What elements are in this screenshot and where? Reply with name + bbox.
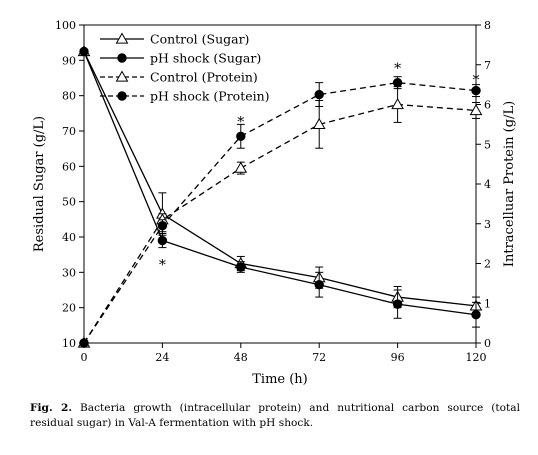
y-right-tick-label: 2 xyxy=(484,258,491,271)
filled-circle-marker xyxy=(314,89,324,100)
x-axis-title: Time (h) xyxy=(252,372,308,387)
y-right-tick-label: 3 xyxy=(484,218,491,231)
series-line xyxy=(83,51,477,316)
significance-asterisk: * xyxy=(473,73,480,89)
series-2 xyxy=(77,86,483,348)
open-triangle-marker xyxy=(234,161,248,173)
significance-asterisk: * xyxy=(159,258,166,274)
chart-axes xyxy=(83,24,477,344)
significance-asterisk: * xyxy=(237,114,244,130)
open-triangle-marker xyxy=(469,103,483,116)
filled-circle-marker xyxy=(392,299,403,309)
x-tick-label: 24 xyxy=(155,351,169,364)
filled-circle-marker xyxy=(117,91,127,101)
y-right-axis-title: Intracelluar Protein (g/L) xyxy=(502,101,517,267)
series-1 xyxy=(79,46,481,328)
x-tick-label: 48 xyxy=(234,351,248,364)
legend-label: Control (Protein) xyxy=(150,70,258,85)
filled-circle-marker xyxy=(471,310,481,320)
y-left-tick-label: 90 xyxy=(62,54,76,67)
y-left-tick-label: 30 xyxy=(62,266,76,279)
figure-label: Fig. 2. xyxy=(30,402,73,414)
series-line xyxy=(83,81,477,344)
open-triangle-marker xyxy=(115,70,129,82)
chart-ticks: 0 24 48 72 96 120 10 20 30 40 50 60 70 80 90 100 0 1 2 3 4 5 6… xyxy=(32,19,517,387)
y-right-tick-label: 4 xyxy=(484,178,491,191)
figure-caption-text: Bacteria growth (intracellular protein) … xyxy=(30,402,521,429)
y-right-tick-label: 7 xyxy=(484,59,491,72)
legend-entry: Control (Sugar) xyxy=(100,32,249,47)
filled-circle-marker xyxy=(79,338,89,348)
line-chart: 0 24 48 72 96 120 10 20 30 40 50 60 70 80 90 100 0 1 2 3 4 5 6… xyxy=(32,19,517,387)
filled-circle-marker xyxy=(157,235,168,246)
legend-entry: pH shock (Protein) xyxy=(100,89,270,104)
x-tick-label: 120 xyxy=(466,351,487,364)
filled-circle-marker xyxy=(236,262,246,272)
y-right-tick-label: 0 xyxy=(484,337,491,350)
legend-entry: pH shock (Sugar) xyxy=(100,51,261,66)
y-left-tick-label: 50 xyxy=(62,196,76,209)
legend-entry: Control (Protein) xyxy=(100,70,258,85)
chart-series xyxy=(77,44,483,348)
y-left-axis-title: Residual Sugar (g/L) xyxy=(32,116,47,252)
y-left-tick-label: 70 xyxy=(62,125,76,138)
x-tick-label: 72 xyxy=(312,351,326,364)
y-right-tick-label: 1 xyxy=(484,297,491,310)
series-3 xyxy=(79,76,481,348)
open-triangle-marker xyxy=(312,117,326,129)
y-left-tick-label: 100 xyxy=(55,19,76,32)
x-tick-label: 0 xyxy=(81,351,88,364)
y-right-tick-label: 5 xyxy=(484,138,491,151)
filled-circle-marker xyxy=(117,53,127,63)
series-line xyxy=(83,51,477,307)
filled-circle-marker xyxy=(392,77,403,88)
filled-circle-marker xyxy=(157,221,168,231)
y-left-tick-label: 80 xyxy=(62,90,76,103)
y-left-tick-label: 40 xyxy=(62,231,76,244)
open-triangle-marker xyxy=(391,97,404,110)
filled-circle-marker xyxy=(236,131,246,142)
legend-label: pH shock (Protein) xyxy=(150,89,270,104)
y-right-tick-label: 8 xyxy=(484,19,491,32)
open-triangle-marker xyxy=(115,32,129,44)
filled-circle-marker xyxy=(79,46,89,57)
series-0 xyxy=(77,44,483,316)
y-right-tick-label: 6 xyxy=(484,99,491,112)
series-line xyxy=(83,103,477,344)
x-tick-label: 96 xyxy=(391,351,405,364)
chart-legend: Control (Sugar) pH shock (Sugar) Control (… xyxy=(100,32,270,104)
y-left-tick-label: 60 xyxy=(62,160,76,173)
filled-circle-marker xyxy=(471,85,481,96)
filled-circle-marker xyxy=(314,280,324,290)
chart-annotations: * * * * xyxy=(159,61,480,274)
significance-asterisk: * xyxy=(394,61,401,77)
figure-caption: Fig. 2. Bacteria growth (intracellular p… xyxy=(30,401,520,431)
legend-label: Control (Sugar) xyxy=(150,32,249,47)
legend-label: pH shock (Sugar) xyxy=(150,51,261,66)
y-left-tick-label: 20 xyxy=(62,302,76,315)
plot-frame xyxy=(83,24,477,344)
y-left-tick-label: 10 xyxy=(62,337,76,350)
